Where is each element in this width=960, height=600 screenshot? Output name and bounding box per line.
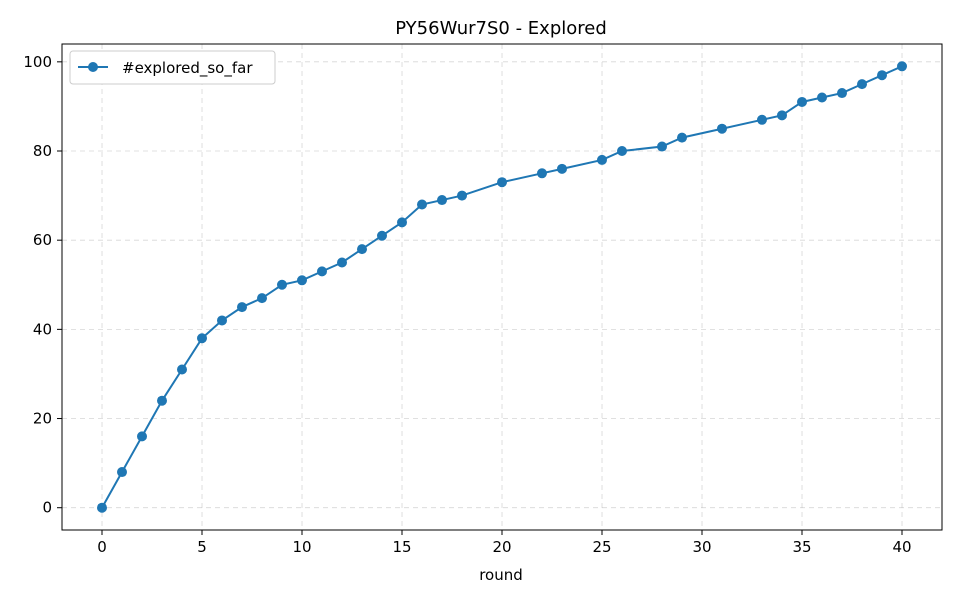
data-point [417, 199, 427, 210]
legend-label: #explored_so_far [122, 59, 253, 78]
x-tick-label: 20 [492, 538, 511, 556]
data-point [797, 96, 807, 107]
data-point [377, 230, 387, 241]
data-point [777, 110, 787, 121]
data-point [657, 141, 667, 152]
y-tick-label: 20 [33, 410, 52, 428]
chart-title: PY56Wur7S0 - Explored [395, 18, 607, 39]
data-point [757, 114, 767, 125]
x-tick-label: 40 [892, 538, 911, 556]
data-point [277, 279, 287, 290]
data-point [397, 217, 407, 228]
data-point [557, 163, 567, 174]
x-tick-label: 35 [792, 538, 811, 556]
data-point [337, 257, 347, 268]
data-point [497, 177, 507, 188]
data-point [217, 315, 227, 326]
y-tick-label: 100 [23, 53, 52, 71]
data-point [157, 395, 167, 406]
x-tick-label: 5 [197, 538, 207, 556]
data-point [457, 190, 467, 201]
x-tick-label: 30 [692, 538, 711, 556]
data-point [877, 70, 887, 81]
data-point [117, 467, 127, 478]
y-tick-label: 40 [33, 320, 52, 338]
data-point [297, 275, 307, 286]
data-point [897, 61, 907, 72]
data-point [837, 88, 847, 99]
data-point [437, 195, 447, 206]
data-point [97, 502, 107, 513]
y-tick-label: 80 [33, 142, 52, 160]
y-tick-label: 60 [33, 231, 52, 249]
data-point [597, 154, 607, 165]
data-point [317, 266, 327, 277]
x-tick-label: 10 [292, 538, 311, 556]
y-tick-label: 0 [42, 499, 52, 517]
x-tick-label: 0 [97, 538, 107, 556]
x-tick-label: 25 [592, 538, 611, 556]
data-point [857, 79, 867, 90]
series-layer [97, 61, 907, 513]
legend-box [69, 50, 276, 85]
data-point [537, 168, 547, 179]
data-point [677, 132, 687, 143]
x-axis-label: round [479, 566, 523, 584]
data-point [357, 244, 367, 255]
legend-point-marker [88, 62, 98, 72]
x-tick-label: 15 [392, 538, 411, 556]
data-point [197, 333, 207, 344]
data-point [137, 431, 147, 442]
data-point [817, 92, 827, 103]
data-point [717, 123, 727, 134]
ticks: 0 5 10 15 20 25 30 35 40 0 20 40 60 80 100 [23, 53, 911, 556]
data-point [237, 302, 247, 313]
data-point [617, 146, 627, 157]
plot-frame [61, 43, 943, 531]
data-point [257, 293, 267, 304]
data-point [177, 364, 187, 375]
legend: #explored_so_far [69, 50, 276, 85]
